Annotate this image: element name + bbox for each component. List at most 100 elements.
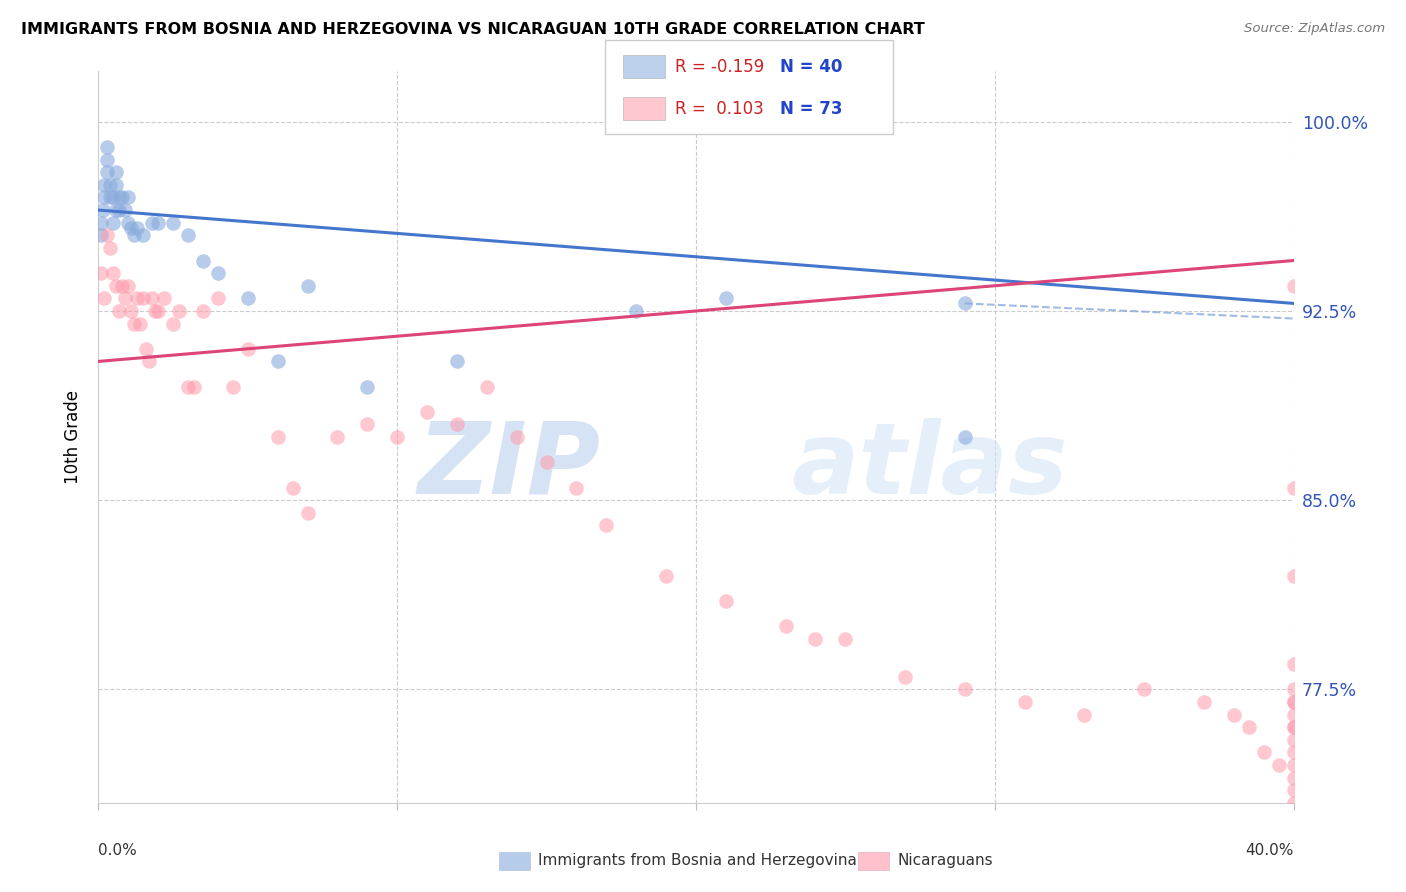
Point — [834, 632, 856, 646]
Point — [127, 220, 149, 235]
Point — [114, 291, 136, 305]
Point — [297, 278, 319, 293]
Point — [446, 354, 468, 368]
Point — [714, 594, 737, 608]
Point — [356, 379, 378, 393]
Point — [120, 220, 142, 235]
Point — [1282, 758, 1305, 772]
Point — [506, 430, 529, 444]
Point — [183, 379, 205, 393]
Text: 40.0%: 40.0% — [1246, 843, 1294, 858]
Point — [804, 632, 827, 646]
Text: Nicaraguans: Nicaraguans — [897, 854, 993, 868]
Point — [103, 216, 125, 230]
Point — [236, 291, 259, 305]
Point — [1282, 278, 1305, 293]
Point — [1282, 720, 1305, 734]
Text: atlas: atlas — [792, 417, 1069, 515]
Point — [96, 140, 118, 154]
Point — [135, 342, 157, 356]
Point — [297, 506, 319, 520]
Point — [117, 190, 139, 204]
Point — [148, 304, 170, 318]
Point — [191, 304, 214, 318]
Point — [117, 278, 139, 293]
Point — [124, 317, 146, 331]
Point — [1282, 682, 1305, 697]
Point — [894, 670, 917, 684]
Point — [120, 304, 142, 318]
Point — [91, 203, 114, 218]
Point — [105, 203, 128, 218]
Point — [105, 165, 128, 179]
Point — [132, 291, 155, 305]
Point — [595, 518, 617, 533]
Text: 0.0%: 0.0% — [98, 843, 138, 858]
Point — [105, 178, 128, 192]
Point — [93, 291, 115, 305]
Point — [108, 190, 131, 204]
Text: Source: ZipAtlas.com: Source: ZipAtlas.com — [1244, 22, 1385, 36]
Point — [1237, 720, 1260, 734]
Point — [132, 228, 155, 243]
Point — [111, 278, 134, 293]
Point — [1282, 569, 1305, 583]
Point — [96, 153, 118, 167]
Point — [385, 430, 409, 444]
Point — [281, 481, 304, 495]
Point — [162, 216, 184, 230]
Point — [1282, 783, 1305, 797]
Point — [108, 304, 131, 318]
Point — [267, 354, 290, 368]
Point — [117, 216, 139, 230]
Point — [953, 682, 976, 697]
Point — [267, 430, 290, 444]
Point — [177, 228, 200, 243]
Point — [416, 405, 439, 419]
Point — [96, 165, 118, 179]
Point — [127, 291, 149, 305]
Point — [191, 253, 214, 268]
Point — [953, 296, 976, 310]
Point — [103, 190, 125, 204]
Point — [1282, 720, 1305, 734]
Point — [141, 216, 163, 230]
Point — [162, 317, 184, 331]
Point — [953, 430, 976, 444]
Point — [141, 291, 163, 305]
Point — [714, 291, 737, 305]
Point — [103, 266, 125, 280]
Point — [90, 266, 112, 280]
Text: N = 40: N = 40 — [780, 58, 842, 76]
Y-axis label: 10th Grade: 10th Grade — [65, 390, 83, 484]
Point — [207, 266, 229, 280]
Point — [1282, 657, 1305, 671]
Point — [153, 291, 176, 305]
Point — [108, 203, 131, 218]
Point — [98, 241, 122, 255]
Point — [222, 379, 245, 393]
Point — [96, 228, 118, 243]
Point — [124, 228, 146, 243]
Point — [93, 178, 115, 192]
Point — [138, 354, 160, 368]
Point — [90, 228, 112, 243]
Point — [177, 379, 200, 393]
Point — [565, 481, 588, 495]
Point — [1282, 745, 1305, 759]
Point — [1282, 707, 1305, 722]
Point — [1282, 771, 1305, 785]
Text: IMMIGRANTS FROM BOSNIA AND HERZEGOVINA VS NICARAGUAN 10TH GRADE CORRELATION CHAR: IMMIGRANTS FROM BOSNIA AND HERZEGOVINA V… — [21, 22, 925, 37]
Point — [1223, 707, 1246, 722]
Point — [1267, 758, 1289, 772]
Point — [1282, 695, 1305, 709]
Point — [1282, 796, 1305, 810]
Point — [148, 216, 170, 230]
Point — [1282, 695, 1305, 709]
Point — [1253, 745, 1275, 759]
Text: R =  0.103: R = 0.103 — [675, 100, 763, 118]
Point — [1133, 682, 1156, 697]
Point — [475, 379, 498, 393]
Point — [326, 430, 349, 444]
Point — [356, 417, 378, 432]
